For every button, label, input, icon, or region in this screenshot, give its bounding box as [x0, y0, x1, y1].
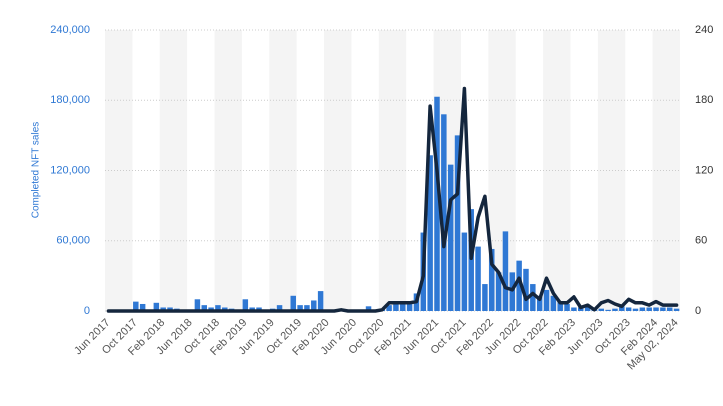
- bar: [160, 307, 166, 311]
- band: [543, 30, 571, 311]
- bar: [201, 305, 207, 311]
- bar: [495, 272, 502, 311]
- bar: [386, 305, 392, 311]
- bar: [516, 260, 522, 311]
- bar: [461, 232, 468, 311]
- y-tick-label: 0: [84, 305, 90, 317]
- bar: [194, 299, 201, 311]
- bar: [625, 307, 632, 311]
- bar: [447, 164, 454, 311]
- y-tick-label: 240,000: [50, 24, 90, 36]
- y2-tick-label: 240: [695, 24, 713, 36]
- bar: [530, 284, 536, 311]
- bar: [208, 307, 214, 311]
- bar: [639, 307, 646, 311]
- y2-tick-label: 180: [695, 94, 713, 106]
- bar: [482, 284, 488, 311]
- band: [159, 30, 188, 311]
- bar: [242, 299, 249, 311]
- band: [378, 30, 407, 311]
- bar: [406, 302, 413, 311]
- bar: [441, 114, 447, 311]
- bar: [502, 231, 509, 311]
- y-tick-label: 120,000: [50, 164, 90, 176]
- bar: [564, 303, 570, 311]
- bar: [249, 307, 255, 311]
- bar: [256, 307, 262, 311]
- bar: [153, 302, 160, 311]
- bar: [365, 306, 372, 311]
- bar: [673, 308, 680, 311]
- bar: [304, 305, 310, 311]
- bar: [317, 291, 324, 311]
- bar: [632, 308, 639, 311]
- bar: [550, 295, 557, 311]
- band: [105, 30, 133, 311]
- y2-tick-label: 60: [695, 235, 707, 247]
- band: [324, 30, 352, 311]
- bar: [646, 307, 652, 311]
- bar: [311, 300, 317, 311]
- y2-tick-label: 120: [695, 164, 713, 176]
- bar: [167, 307, 173, 311]
- bar: [139, 303, 146, 311]
- bar: [598, 308, 605, 311]
- bar: [434, 96, 440, 311]
- bar: [297, 305, 303, 311]
- bar: [509, 272, 516, 311]
- y-tick-label: 180,000: [50, 94, 90, 106]
- bar: [571, 307, 577, 311]
- bar: [222, 307, 228, 311]
- bar: [605, 309, 611, 311]
- bar: [653, 307, 659, 311]
- bar: [543, 289, 550, 311]
- bar: [660, 307, 666, 311]
- bar: [290, 295, 296, 311]
- bar: [133, 301, 139, 311]
- bar: [612, 308, 618, 311]
- bar: [536, 295, 543, 311]
- bar: [584, 306, 591, 311]
- bar: [276, 305, 283, 311]
- bar: [393, 302, 399, 311]
- bar: [215, 305, 221, 311]
- y2-tick-label: 0: [695, 305, 701, 317]
- bar: [400, 303, 406, 311]
- bar: [475, 246, 481, 311]
- y-tick-label: 60,000: [56, 235, 90, 247]
- band: [597, 30, 626, 311]
- line: [106, 86, 679, 313]
- bar: [666, 307, 673, 311]
- bar: [619, 306, 625, 311]
- bar: [489, 248, 495, 311]
- bar: [468, 209, 474, 311]
- bar: [454, 135, 461, 311]
- bar: [523, 268, 529, 311]
- bar: [557, 301, 563, 311]
- y-axis-label: Completed NFT sales: [31, 122, 42, 219]
- bar: [427, 155, 433, 311]
